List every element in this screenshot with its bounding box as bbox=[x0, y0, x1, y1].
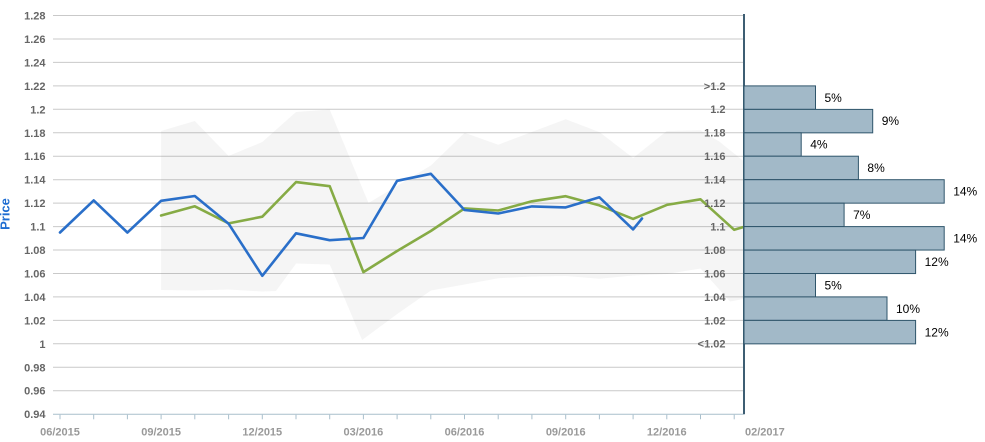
svg-text:1.06: 1.06 bbox=[24, 269, 45, 281]
svg-text:5%: 5% bbox=[825, 91, 843, 105]
svg-text:1.1: 1.1 bbox=[30, 222, 45, 234]
svg-text:1: 1 bbox=[39, 339, 45, 351]
svg-text:1.14: 1.14 bbox=[24, 175, 46, 187]
svg-text:1.22: 1.22 bbox=[24, 81, 45, 93]
svg-text:1.12: 1.12 bbox=[704, 198, 725, 210]
svg-text:0.94: 0.94 bbox=[24, 409, 46, 421]
svg-text:1.2: 1.2 bbox=[710, 104, 725, 116]
svg-text:1.16: 1.16 bbox=[24, 151, 45, 163]
svg-text:8%: 8% bbox=[867, 161, 885, 175]
svg-text:1.26: 1.26 bbox=[24, 34, 45, 46]
svg-text:1.06: 1.06 bbox=[704, 268, 725, 280]
svg-text:09/2015: 09/2015 bbox=[141, 427, 181, 439]
svg-text:02/2017: 02/2017 bbox=[745, 427, 785, 439]
svg-text:1.1: 1.1 bbox=[710, 222, 725, 234]
svg-text:10%: 10% bbox=[896, 302, 920, 316]
svg-text:12/2016: 12/2016 bbox=[647, 427, 687, 439]
svg-text:4%: 4% bbox=[810, 138, 828, 152]
svg-text:12%: 12% bbox=[925, 325, 949, 339]
svg-text:5%: 5% bbox=[825, 278, 843, 292]
svg-text:12/2015: 12/2015 bbox=[242, 427, 282, 439]
svg-text:1.08: 1.08 bbox=[24, 245, 45, 257]
svg-text:>1.2: >1.2 bbox=[704, 81, 726, 93]
svg-text:<1.02: <1.02 bbox=[698, 339, 726, 351]
svg-text:Price: Price bbox=[0, 198, 13, 230]
svg-text:7%: 7% bbox=[853, 208, 871, 222]
svg-text:1.14: 1.14 bbox=[704, 175, 726, 187]
svg-text:1.2: 1.2 bbox=[30, 104, 45, 116]
svg-text:0.98: 0.98 bbox=[24, 362, 45, 374]
svg-text:12%: 12% bbox=[925, 255, 949, 269]
svg-text:14%: 14% bbox=[953, 232, 977, 246]
svg-text:1.02: 1.02 bbox=[704, 315, 725, 327]
svg-text:1.08: 1.08 bbox=[704, 245, 725, 257]
svg-text:1.02: 1.02 bbox=[24, 315, 45, 327]
svg-text:06/2016: 06/2016 bbox=[445, 427, 485, 439]
svg-text:09/2016: 09/2016 bbox=[546, 427, 586, 439]
svg-text:03/2016: 03/2016 bbox=[344, 427, 384, 439]
svg-text:1.28: 1.28 bbox=[24, 11, 45, 23]
svg-text:1.16: 1.16 bbox=[704, 151, 725, 163]
svg-text:14%: 14% bbox=[953, 185, 977, 199]
svg-text:1.24: 1.24 bbox=[24, 57, 46, 69]
svg-text:1.18: 1.18 bbox=[24, 128, 45, 140]
svg-text:1.04: 1.04 bbox=[704, 292, 726, 304]
svg-text:1.18: 1.18 bbox=[704, 128, 725, 140]
svg-text:0.96: 0.96 bbox=[24, 386, 45, 398]
svg-text:1.12: 1.12 bbox=[24, 198, 45, 210]
svg-text:1.04: 1.04 bbox=[24, 292, 46, 304]
svg-text:9%: 9% bbox=[882, 114, 900, 128]
svg-text:06/2015: 06/2015 bbox=[40, 427, 80, 439]
